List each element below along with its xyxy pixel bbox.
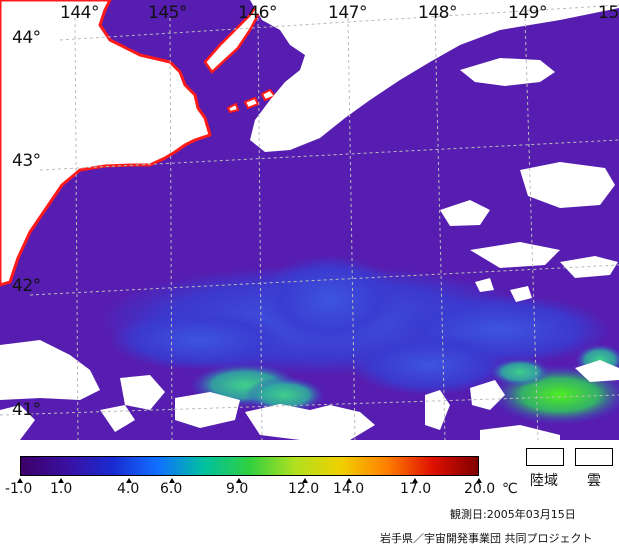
scale-label: 9.0	[226, 481, 249, 497]
hokkaido-land	[0, 0, 212, 287]
scale-tick	[412, 478, 418, 483]
scale-label: 17.0	[400, 481, 432, 497]
lat-label-43: 43°	[12, 151, 41, 171]
lat-label-41: 41°	[12, 400, 41, 420]
scale-label: 20.0	[464, 481, 496, 497]
lon-label-149: 149°	[508, 3, 547, 23]
cool-water-region	[100, 255, 610, 395]
scale-tick	[17, 478, 23, 483]
scale-tick	[58, 478, 64, 483]
lon-label-144: 144°	[60, 3, 99, 23]
lat-label-42: 42°	[12, 276, 41, 296]
scale-unit: ℃	[502, 481, 518, 497]
scale-tick	[476, 478, 482, 483]
scale-label: -1.0	[5, 481, 33, 497]
sst-map: 144° 145° 146° 147° 148° 149° 15 44° 43°…	[0, 0, 619, 440]
land-legend-swatch	[526, 448, 564, 466]
lon-label-146: 146°	[238, 3, 277, 23]
scale-tick	[302, 478, 308, 483]
observation-date: 観測日:2005年03月15日	[450, 508, 576, 521]
scale-tick	[126, 478, 132, 483]
lon-label-147: 147°	[328, 3, 367, 23]
scale-label: 14.0	[333, 481, 365, 497]
scale-tick	[346, 478, 352, 483]
credit-text: 岩手県／宇宙開発事業団 共同プロジェクト	[380, 532, 593, 545]
scale-label: 4.0	[117, 481, 140, 497]
scale-tick	[169, 478, 175, 483]
lat-label-44: 44°	[12, 28, 41, 48]
cloud-legend-label: 雲	[587, 473, 601, 489]
lon-label-150: 15	[598, 3, 619, 23]
scale-label: 6.0	[160, 481, 183, 497]
cloud-cover	[0, 0, 619, 440]
graticule	[0, 4, 619, 440]
sst-map-svg	[0, 0, 619, 440]
temperature-color-bar	[20, 456, 479, 476]
lon-label-148: 148°	[418, 3, 457, 23]
cloud-legend-swatch	[575, 448, 613, 466]
land-legend-label: 陸域	[530, 473, 558, 489]
scale-label: 12.0	[288, 481, 320, 497]
scale-tick	[236, 478, 242, 483]
lon-label-145: 145°	[148, 3, 187, 23]
scale-label: 1.0	[50, 481, 73, 497]
